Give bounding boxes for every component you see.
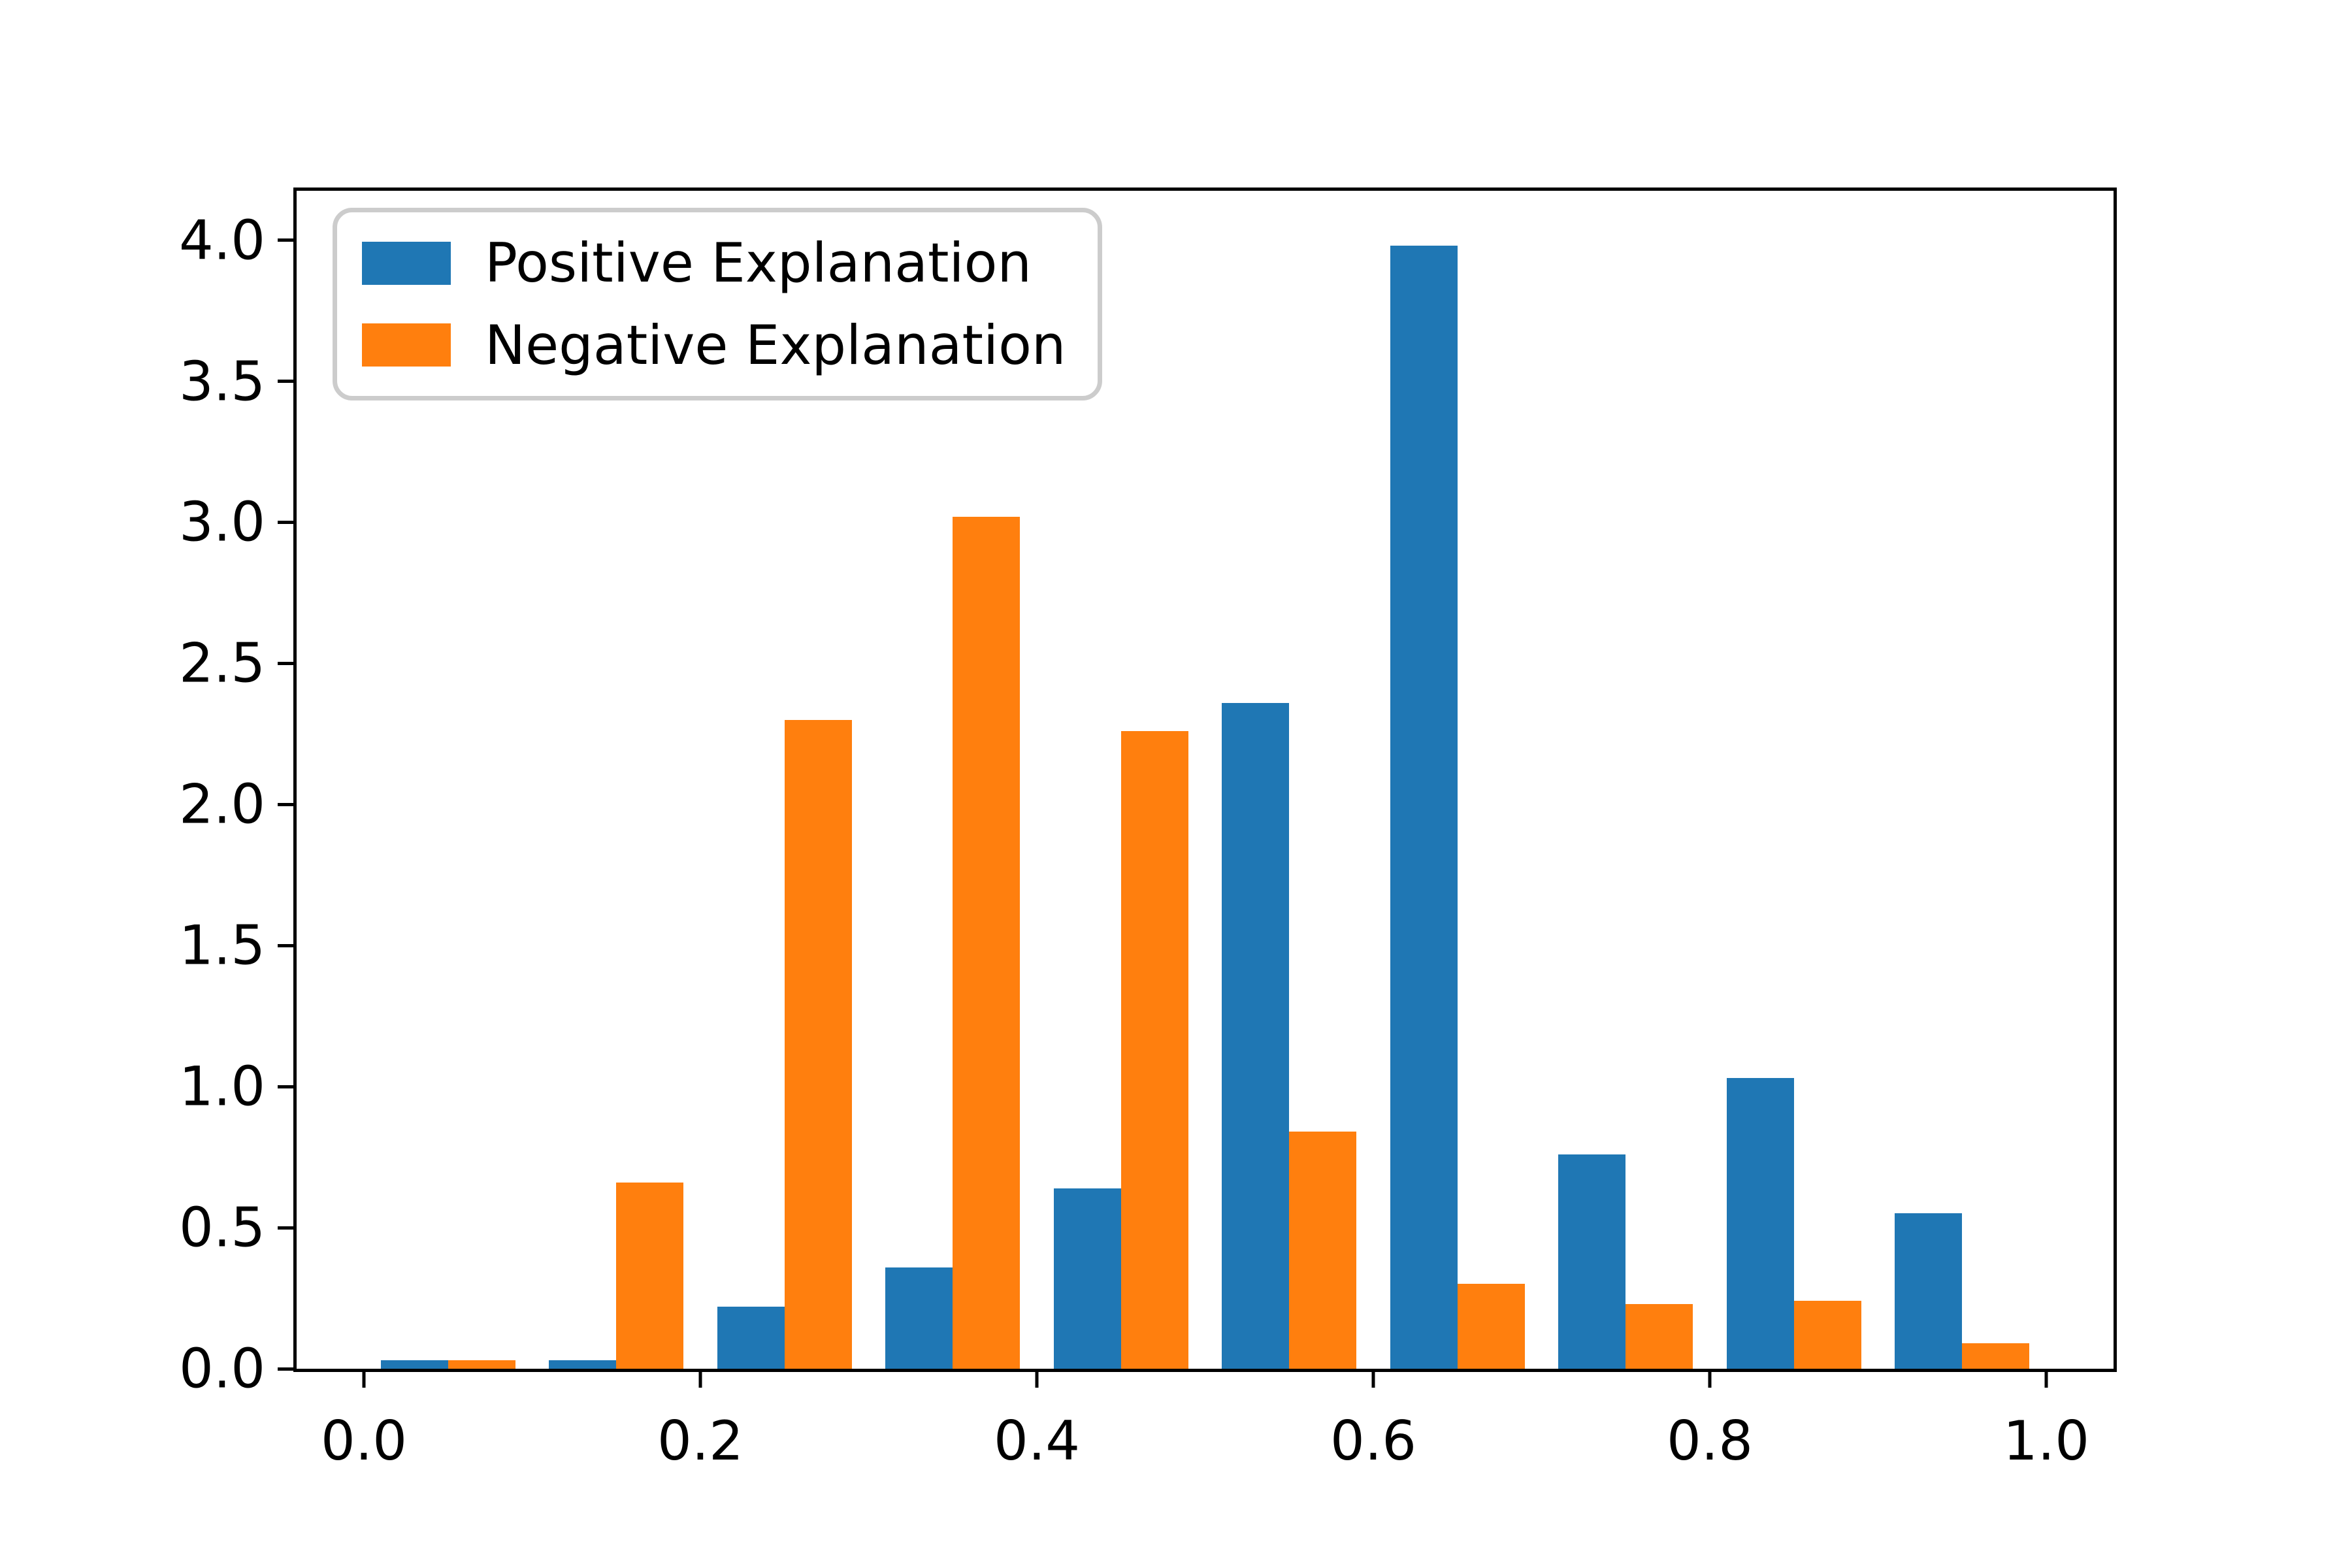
- y-axis-tick-label: 3.0: [179, 490, 265, 554]
- legend-entry-positive: Positive Explanation: [362, 231, 1066, 296]
- x-axis-tick-0.2: [698, 1369, 702, 1388]
- y-axis-tick-label: 0.5: [179, 1196, 265, 1260]
- y-axis-tick-label: 4.0: [179, 208, 265, 272]
- bar-negative-bin-1: [616, 1182, 684, 1369]
- y-axis-tick-label: 1.0: [179, 1054, 265, 1119]
- y-axis-tick-1.5: [278, 943, 297, 947]
- y-axis-tick-label: 2.0: [179, 772, 265, 836]
- bar-positive-bin-1: [549, 1360, 617, 1369]
- bar-positive-bin-5: [1222, 702, 1290, 1369]
- legend-swatch-negative: [362, 323, 451, 367]
- x-axis-tick-label: 0.2: [657, 1409, 743, 1473]
- x-axis-tick-label: 0.6: [1330, 1409, 1416, 1473]
- y-axis-tick-3.0: [278, 520, 297, 524]
- x-axis-tick-0.8: [1708, 1369, 1712, 1388]
- y-axis-tick-label: 3.5: [179, 350, 265, 414]
- y-axis-tick-label: 1.5: [179, 913, 265, 977]
- bar-positive-bin-3: [885, 1267, 953, 1369]
- y-axis-tick-0.0: [278, 1367, 297, 1371]
- y-axis-tick-2.0: [278, 802, 297, 806]
- x-axis-tick-1.0: [2044, 1369, 2048, 1388]
- x-axis-tick-0.0: [362, 1369, 366, 1388]
- bar-positive-bin-9: [1895, 1213, 1963, 1369]
- x-axis-tick-label: 0.8: [1667, 1409, 1753, 1473]
- bar-positive-bin-6: [1390, 246, 1458, 1369]
- plot-area: Positive Explanation Negative Explanatio…: [179, 188, 2117, 1473]
- x-axis-tick-label: 0.4: [994, 1409, 1080, 1473]
- bar-negative-bin-4: [1120, 731, 1188, 1369]
- x-axis-tick-0.4: [1035, 1369, 1039, 1388]
- y-axis-tick-label: 0.0: [179, 1337, 265, 1401]
- bar-positive-bin-4: [1053, 1188, 1121, 1369]
- bar-negative-bin-8: [1793, 1301, 1861, 1369]
- x-axis-tick-label: 1.0: [2003, 1409, 2089, 1473]
- y-axis-tick-label: 2.5: [179, 631, 265, 695]
- bar-positive-bin-2: [717, 1307, 785, 1369]
- bar-negative-bin-9: [1962, 1343, 2030, 1369]
- bar-positive-bin-8: [1726, 1078, 1794, 1369]
- x-axis-tick-label: 0.0: [321, 1409, 407, 1473]
- bar-positive-bin-7: [1558, 1154, 1626, 1369]
- bar-negative-bin-6: [1457, 1284, 1525, 1369]
- bar-negative-bin-5: [1289, 1132, 1357, 1369]
- y-axis-tick-3.5: [278, 380, 297, 384]
- legend-label-positive: Positive Explanation: [485, 231, 1032, 295]
- x-axis-tick-0.6: [1371, 1369, 1375, 1388]
- legend-swatch-positive: [362, 241, 451, 285]
- y-axis-tick-0.5: [278, 1226, 297, 1230]
- legend-entry-negative: Negative Explanation: [362, 313, 1066, 378]
- legend: Positive Explanation Negative Explanatio…: [333, 208, 1102, 401]
- bar-positive-bin-0: [380, 1360, 448, 1369]
- bar-negative-bin-0: [448, 1360, 515, 1369]
- legend-label-negative: Negative Explanation: [485, 313, 1066, 377]
- bar-negative-bin-2: [784, 719, 852, 1369]
- bar-negative-bin-7: [1625, 1303, 1693, 1369]
- y-axis-tick-1.0: [278, 1085, 297, 1088]
- y-axis-tick-2.5: [278, 661, 297, 665]
- y-axis-tick-4.0: [278, 238, 297, 242]
- bar-negative-bin-3: [953, 516, 1021, 1369]
